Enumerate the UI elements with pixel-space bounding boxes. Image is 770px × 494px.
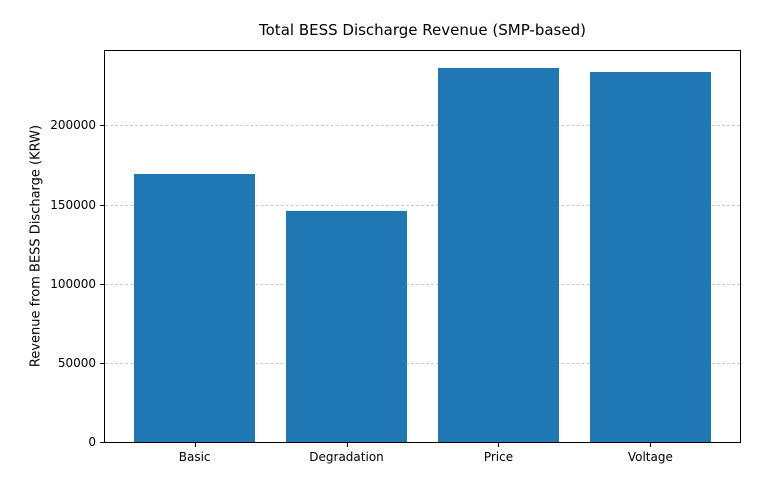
y-tick-label: 50000: [57, 355, 96, 370]
x-tick-label: Basic: [178, 450, 211, 464]
gridline: [105, 125, 740, 127]
x-tick: [650, 443, 652, 447]
y-tick-label: 0: [88, 435, 96, 449]
y-tick: [100, 442, 104, 443]
plot-area: [104, 50, 741, 443]
y-axis-label: Revenue from BESS Discharge (KRW): [28, 124, 44, 368]
x-tick-label: Price: [483, 450, 514, 464]
y-tick: [100, 125, 104, 127]
gridline: [105, 283, 740, 285]
x-tick-label: Degradation: [309, 450, 384, 464]
bar-price: [437, 68, 560, 442]
y-tick-label: 100000: [50, 276, 96, 291]
x-tick-label: Voltage: [627, 450, 673, 464]
x-tick: [346, 443, 348, 447]
gridline: [105, 362, 740, 364]
bar-degradation: [285, 210, 408, 442]
y-tick: [100, 204, 104, 206]
y-tick: [100, 283, 104, 285]
gridline: [105, 204, 740, 206]
chart-title: Total BESS Discharge Revenue (SMP-based): [259, 21, 586, 39]
y-tick-label: 150000: [50, 197, 96, 212]
bar-voltage: [589, 71, 712, 442]
x-tick: [194, 443, 196, 447]
x-tick: [498, 443, 500, 447]
bar-basic: [133, 174, 256, 442]
y-tick-label: 200000: [50, 118, 96, 133]
y-tick: [100, 362, 104, 364]
